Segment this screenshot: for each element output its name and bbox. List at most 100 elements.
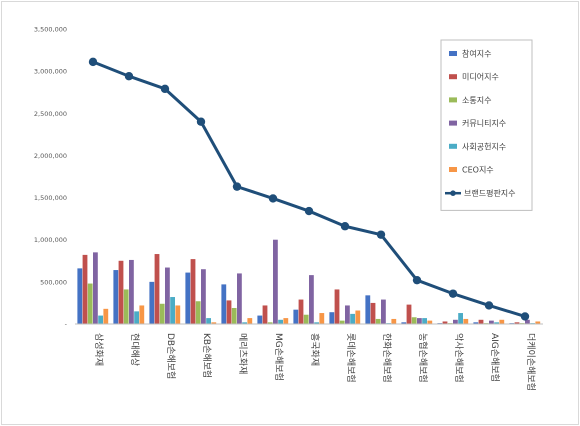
bar <box>247 318 253 324</box>
x-tick-label: DB손해보험 <box>165 333 176 379</box>
bar <box>535 321 541 324</box>
bar <box>463 318 469 324</box>
legend-line-marker <box>450 190 456 196</box>
bar <box>489 320 494 324</box>
bar <box>170 297 175 324</box>
y-tick-label: 1,500,000 <box>34 194 67 202</box>
bar <box>221 284 227 324</box>
legend-label: 소통지수 <box>462 96 491 105</box>
bar <box>494 322 499 324</box>
y-tick-label: 1,000,000 <box>34 236 67 244</box>
x-tick-label: 흥국화재 <box>309 333 321 366</box>
bar <box>391 318 397 324</box>
bar <box>195 301 201 324</box>
x-tick-label: AIG손해보험 <box>489 333 500 382</box>
bar <box>154 254 160 324</box>
line-point <box>484 301 494 310</box>
line-point <box>232 182 242 191</box>
bar <box>478 319 484 324</box>
bar <box>149 281 155 324</box>
bar <box>190 259 196 324</box>
bar <box>298 299 304 324</box>
line-group <box>88 57 530 321</box>
legend-swatch <box>449 143 457 149</box>
bar <box>365 295 371 324</box>
x-tick-label: 악사손해보험 <box>453 333 465 383</box>
bar <box>329 312 335 324</box>
bar <box>314 322 319 324</box>
bar <box>427 320 433 324</box>
y-tick-label: 500,000 <box>40 278 67 286</box>
bar-group <box>77 239 541 324</box>
bar <box>411 317 417 324</box>
bar <box>82 254 88 324</box>
bar <box>309 275 314 324</box>
legend-label: 사회공헌지수 <box>462 142 506 151</box>
legend-swatch <box>449 51 457 56</box>
bar <box>401 322 407 324</box>
bar <box>242 322 247 324</box>
legend-swatch <box>449 120 457 126</box>
y-tick-label: 2,500,000 <box>34 110 67 118</box>
x-tick-label: 롯데손해보험 <box>345 333 356 383</box>
bar <box>165 267 170 324</box>
line-point <box>448 289 458 298</box>
line-point <box>196 117 206 126</box>
legend-label: 커뮤니티지수 <box>462 118 506 128</box>
bar <box>129 259 134 324</box>
line-point <box>376 230 386 239</box>
legend-label: 참여지수 <box>462 49 491 59</box>
bar <box>370 302 376 324</box>
bar <box>334 289 340 324</box>
x-tick-label: 현대해상 <box>129 333 140 366</box>
bar <box>293 309 299 324</box>
bar <box>339 320 345 324</box>
bar <box>93 252 98 324</box>
legend-label: CEO지수 <box>462 166 494 175</box>
x-tick-label: 메리츠화재 <box>237 333 248 374</box>
x-tick-label: 더케이손해보험 <box>525 333 536 391</box>
x-tick-label: KB손해보험 <box>201 333 212 378</box>
bar <box>345 305 350 324</box>
y-tick-label: 2,000,000 <box>34 152 67 160</box>
bar <box>123 289 129 324</box>
bar <box>185 272 191 324</box>
line-point <box>304 206 314 216</box>
legend-label: 미디어지수 <box>462 72 499 82</box>
legend-swatch <box>449 167 457 172</box>
line-point <box>160 84 170 94</box>
bar <box>231 307 237 324</box>
y-tick-label: 3,000,000 <box>34 68 67 76</box>
bar <box>159 303 165 324</box>
bar <box>118 260 124 324</box>
bar <box>350 313 355 324</box>
bar <box>206 318 211 324</box>
bar <box>175 305 181 324</box>
bar <box>278 319 283 324</box>
bar <box>98 315 103 324</box>
x-tick-label: 한화손해보험 <box>381 333 392 383</box>
legend-swatch <box>449 97 457 103</box>
legend-swatch <box>449 74 457 80</box>
bar <box>262 305 268 324</box>
line-point <box>124 72 134 81</box>
line-point <box>88 57 98 67</box>
y-tick-label: - <box>65 321 68 329</box>
bar <box>273 239 278 324</box>
bar <box>375 318 381 324</box>
x-tick-label: MG손해보험 <box>273 333 284 381</box>
line-point <box>412 275 422 285</box>
bar <box>226 300 232 324</box>
bar <box>319 313 325 324</box>
bar <box>381 299 386 324</box>
bar <box>406 304 412 324</box>
y-tick-label: 3,500,000 <box>34 26 67 34</box>
bar <box>237 273 242 324</box>
bar <box>283 318 289 324</box>
y-axis: - 500,000 1,000,000 1,500,000 2,000,000 2,500… <box>34 26 68 329</box>
x-axis: 삼성화재 현대해상 DB손해보험 KB손해보험 메리츠화재 MG손해보험 흥국화재 롯데손해보… <box>75 323 543 391</box>
bar <box>211 322 217 324</box>
bar <box>514 322 520 324</box>
bar <box>257 315 263 324</box>
